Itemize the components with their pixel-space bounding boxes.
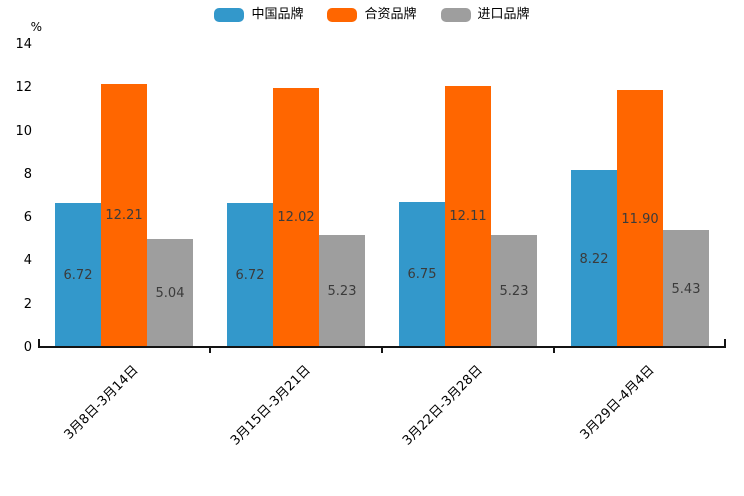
bar-joint-venture-brands: 11.90 (617, 90, 663, 348)
y-axis-tick-label: 8 (23, 166, 32, 182)
legend: 中国品牌 合资品牌 进口品牌 (0, 8, 744, 22)
bar-china-brands: 6.72 (55, 202, 101, 348)
x-axis-endcap (724, 339, 726, 348)
x-axis-tick (209, 348, 211, 353)
legend-swatch-china-brands (214, 8, 245, 22)
x-axis-label: 3月22日-3月28日 (399, 362, 486, 449)
bar-value-label: 5.04 (155, 285, 185, 301)
bar-imported-brands: 5.04 (147, 238, 193, 348)
y-axis-tick-label: 14 (15, 37, 32, 52)
bar-imported-brands: 5.23 (319, 234, 365, 348)
x-axis-tick (381, 348, 383, 353)
bar-china-brands: 6.75 (399, 201, 445, 348)
y-axis-tick-label: 0 (23, 340, 32, 355)
x-axis-line (38, 346, 726, 348)
bar-value-label: 6.72 (235, 267, 265, 283)
x-axis-label: 3月8日-3月14日 (61, 362, 142, 443)
y-axis-unit-label: % (30, 20, 42, 34)
bar-group: 6.72 12.02 5.23 (210, 45, 382, 348)
bar-value-label: 5.43 (671, 281, 701, 297)
bar-china-brands: 6.72 (227, 202, 273, 348)
legend-label: 合资品牌 (364, 7, 417, 22)
bar-china-brands: 8.22 (571, 170, 617, 348)
bar-imported-brands: 5.23 (491, 234, 537, 348)
bar-value-label: 12.02 (277, 210, 315, 226)
bar-imported-brands: 5.43 (663, 230, 709, 348)
bar-value-label: 12.21 (105, 208, 143, 224)
x-axis-endcap (38, 339, 40, 348)
plot-area: 6.72 12.21 5.04 6.72 12.02 5.23 6.75 12.11 5.23 8… (38, 45, 726, 353)
bar-value-label: 12.11 (449, 209, 487, 225)
bar-joint-venture-brands: 12.11 (445, 85, 491, 348)
y-axis-tick-label: 6 (23, 210, 32, 226)
bar-value-label: 5.23 (327, 283, 357, 299)
bar-value-label: 11.90 (621, 211, 659, 227)
legend-swatch-joint-venture-brands (327, 8, 358, 22)
legend-label: 中国品牌 (251, 7, 304, 22)
bar-group: 8.22 11.90 5.43 (554, 45, 726, 348)
bar-joint-venture-brands: 12.21 (101, 83, 147, 348)
x-axis-label: 3月29日-4月4日 (577, 362, 658, 443)
bar-joint-venture-brands: 12.02 (273, 87, 319, 348)
y-axis-tick-label: 10 (15, 123, 32, 139)
bar-group: 6.72 12.21 5.04 (38, 45, 210, 348)
legend-item-imported-brands[interactable]: 进口品牌 (440, 7, 530, 22)
legend-swatch-imported-brands (440, 8, 471, 22)
y-axis-tick-label: 4 (23, 253, 32, 269)
bar-value-label: 6.72 (63, 267, 93, 283)
y-axis-tick-label: 12 (15, 80, 32, 96)
y-axis-tick-label: 2 (23, 296, 32, 312)
x-axis-tick (553, 348, 555, 353)
bar-value-label: 6.75 (407, 267, 437, 283)
legend-item-joint-venture-brands[interactable]: 合资品牌 (327, 7, 417, 22)
legend-label: 进口品牌 (477, 7, 530, 22)
bar-group: 6.75 12.11 5.23 (382, 45, 554, 348)
legend-item-china-brands[interactable]: 中国品牌 (214, 8, 303, 22)
bar-value-label: 5.23 (499, 283, 529, 299)
bar-value-label: 8.22 (579, 251, 609, 267)
x-axis-label: 3月15日-3月21日 (227, 362, 314, 449)
